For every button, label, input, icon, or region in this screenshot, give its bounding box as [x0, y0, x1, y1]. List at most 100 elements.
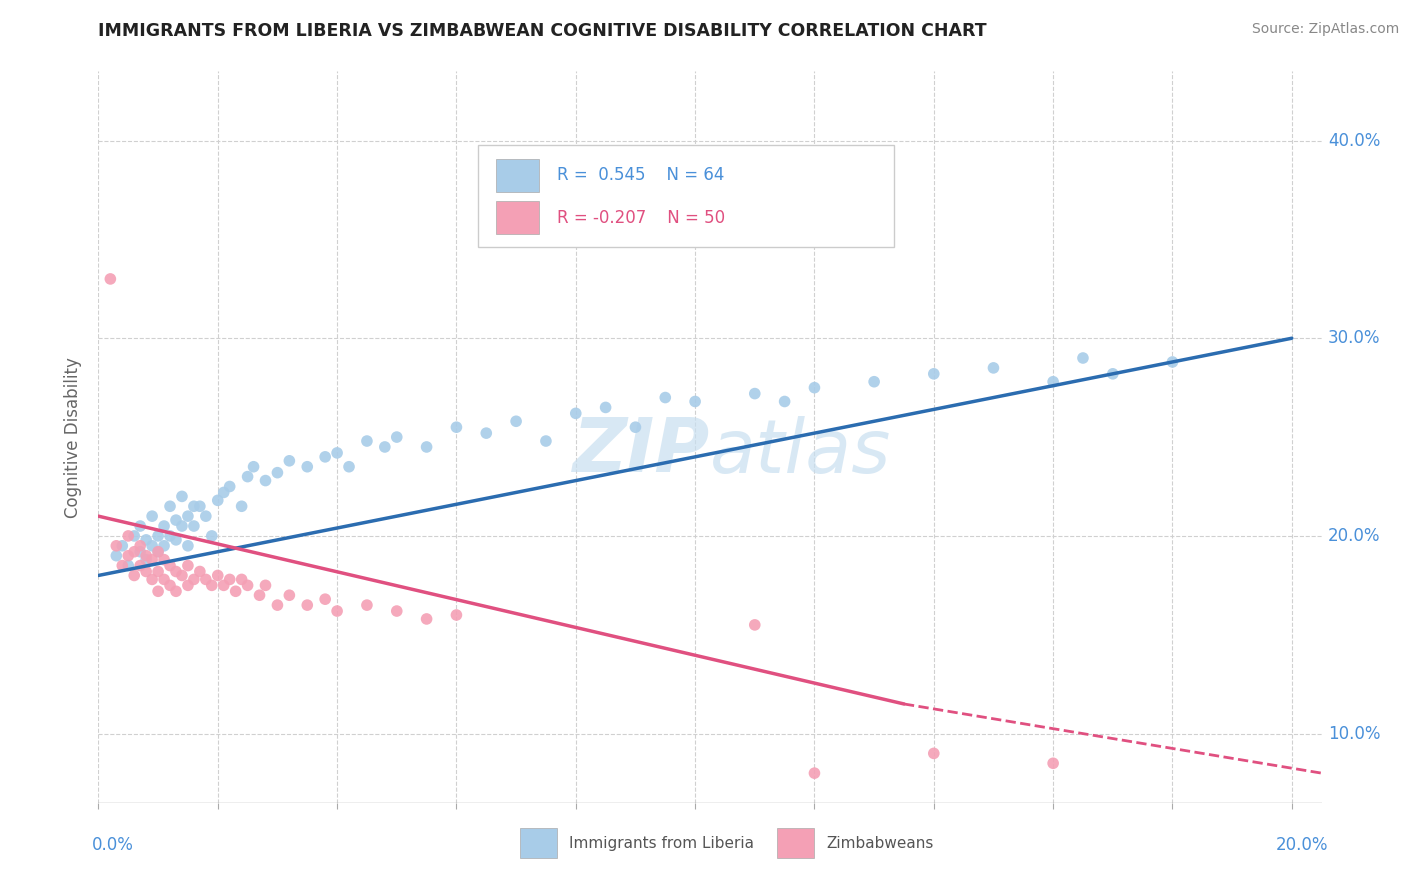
Point: [201, 529, 224, 543]
Point: [105, 549, 128, 563]
Point: [356, 598, 378, 612]
Point: [212, 485, 235, 500]
Point: [141, 509, 163, 524]
Point: [159, 500, 181, 514]
Point: [922, 747, 945, 761]
Point: [297, 598, 319, 612]
FancyBboxPatch shape: [496, 159, 538, 192]
Point: [922, 367, 945, 381]
Point: [135, 549, 157, 563]
Point: [863, 375, 886, 389]
Point: [475, 426, 498, 441]
Point: [194, 573, 217, 587]
Point: [254, 578, 277, 592]
Point: [415, 612, 437, 626]
Point: [170, 519, 193, 533]
Point: [129, 545, 152, 559]
Point: [446, 420, 468, 434]
Point: [207, 568, 229, 582]
Point: [159, 558, 181, 573]
Point: [773, 394, 796, 409]
Point: [714, 202, 737, 217]
Point: [254, 474, 277, 488]
Point: [218, 479, 240, 493]
Text: atlas: atlas: [710, 416, 891, 488]
Point: [146, 545, 169, 559]
Text: 0.0%: 0.0%: [93, 836, 134, 854]
Point: [146, 565, 169, 579]
Point: [565, 406, 588, 420]
Text: ZIP: ZIP: [572, 415, 710, 488]
Point: [177, 578, 200, 592]
Y-axis label: Cognitive Disability: Cognitive Disability: [65, 357, 83, 517]
Point: [1161, 355, 1184, 369]
Text: IMMIGRANTS FROM LIBERIA VS ZIMBABWEAN COGNITIVE DISABILITY CORRELATION CHART: IMMIGRANTS FROM LIBERIA VS ZIMBABWEAN CO…: [98, 22, 987, 40]
Point: [129, 519, 152, 533]
Point: [374, 440, 396, 454]
Point: [194, 509, 217, 524]
Text: 40.0%: 40.0%: [1327, 131, 1381, 150]
Point: [415, 440, 437, 454]
FancyBboxPatch shape: [778, 829, 814, 858]
Point: [266, 466, 288, 480]
Point: [983, 360, 1005, 375]
Point: [212, 578, 235, 592]
Point: [141, 573, 163, 587]
Point: [278, 454, 301, 468]
Point: [177, 509, 200, 524]
Point: [803, 766, 825, 780]
Text: Source: ZipAtlas.com: Source: ZipAtlas.com: [1251, 22, 1399, 37]
Point: [129, 558, 152, 573]
Point: [146, 545, 169, 559]
Point: [117, 549, 139, 563]
Point: [146, 584, 169, 599]
Point: [183, 519, 205, 533]
Point: [105, 539, 128, 553]
Point: [141, 552, 163, 566]
Point: [146, 529, 169, 543]
Text: 30.0%: 30.0%: [1327, 329, 1381, 347]
Point: [278, 588, 301, 602]
Point: [385, 604, 408, 618]
Point: [595, 401, 617, 415]
Point: [314, 592, 336, 607]
Point: [117, 529, 139, 543]
Point: [183, 573, 205, 587]
Point: [231, 573, 253, 587]
Point: [153, 552, 176, 566]
Point: [165, 513, 187, 527]
Point: [314, 450, 336, 464]
Point: [135, 552, 157, 566]
FancyBboxPatch shape: [478, 145, 894, 247]
Point: [744, 386, 766, 401]
Point: [201, 578, 224, 592]
Point: [153, 539, 176, 553]
Point: [534, 434, 557, 448]
Point: [98, 272, 121, 286]
Point: [1101, 367, 1123, 381]
Point: [153, 519, 176, 533]
Point: [803, 381, 825, 395]
Point: [326, 604, 349, 618]
Point: [129, 539, 152, 553]
Point: [356, 434, 378, 448]
Point: [683, 394, 706, 409]
Point: [122, 545, 145, 559]
Text: R = -0.207    N = 50: R = -0.207 N = 50: [557, 209, 725, 227]
Point: [135, 533, 157, 547]
Point: [1042, 756, 1064, 771]
Text: 20.0%: 20.0%: [1327, 527, 1381, 545]
Point: [135, 565, 157, 579]
Point: [225, 584, 247, 599]
Point: [207, 493, 229, 508]
Point: [141, 539, 163, 553]
Point: [654, 391, 676, 405]
Point: [505, 414, 527, 428]
Point: [249, 588, 271, 602]
Point: [153, 573, 176, 587]
Point: [242, 459, 264, 474]
Point: [236, 578, 259, 592]
Point: [159, 578, 181, 592]
Point: [1042, 375, 1064, 389]
Point: [326, 446, 349, 460]
